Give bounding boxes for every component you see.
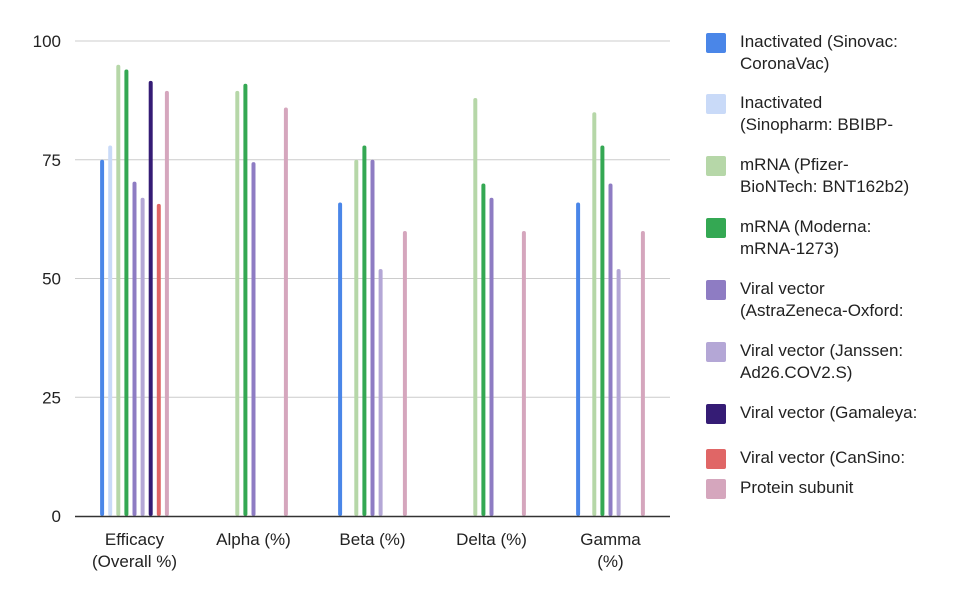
legend-item[interactable]: Protein subunit xyxy=(706,477,960,499)
legend-label: Inactivated (Sinopharm: BBIBP- xyxy=(740,92,960,136)
y-axis-ticks: 0 25 50 75 100 xyxy=(33,32,61,526)
legend-item[interactable]: Viral vector (Gamaleya: xyxy=(706,402,960,424)
bar xyxy=(108,145,113,516)
x-category-label: Efficacy xyxy=(105,530,165,549)
legend-swatch xyxy=(706,94,726,114)
bar xyxy=(473,98,478,516)
legend-swatch xyxy=(706,342,726,362)
bar xyxy=(132,181,137,516)
legend-swatch xyxy=(706,479,726,499)
legend-label: mRNA (Moderna: mRNA-1273) xyxy=(740,216,960,260)
bar xyxy=(592,112,597,516)
y-tick-label: 100 xyxy=(33,32,61,51)
legend-item[interactable]: Inactivated (Sinovac: CoronaVac) xyxy=(706,31,960,75)
legend-label: Inactivated (Sinovac: CoronaVac) xyxy=(740,31,960,75)
bar xyxy=(370,159,375,516)
bar xyxy=(338,202,343,516)
y-tick-label: 75 xyxy=(42,151,61,170)
bar xyxy=(600,145,605,516)
bar xyxy=(640,231,645,516)
bar xyxy=(489,197,494,516)
legend-label-line: CoronaVac) xyxy=(740,54,830,73)
bar xyxy=(124,69,129,516)
bar xyxy=(362,145,367,516)
legend-label-line: Viral vector xyxy=(740,279,825,298)
y-tick-label: 25 xyxy=(42,388,61,407)
legend-item[interactable]: Viral vector (Janssen: Ad26.COV2.S) xyxy=(706,340,960,384)
bar xyxy=(140,197,145,516)
legend-swatch xyxy=(706,404,726,424)
legend-label: mRNA (Pfizer- BioNTech: BNT162b2) xyxy=(740,154,960,198)
bars xyxy=(100,64,645,517)
legend-label-line: Protein subunit xyxy=(740,478,854,497)
bar xyxy=(481,183,486,516)
legend-label: Viral vector (Janssen: Ad26.COV2.S) xyxy=(740,340,960,384)
legend-item[interactable]: Viral vector (CanSino: xyxy=(706,447,960,469)
legend-label-line: Viral vector (Janssen: xyxy=(740,341,904,360)
legend-label-line: Viral vector (Gamaleya: xyxy=(740,403,918,422)
legend-label-line: BioNTech: BNT162b2) xyxy=(740,177,910,196)
x-category-label: (Overall %) xyxy=(92,552,177,571)
legend-label-line: Inactivated (Sinovac: xyxy=(740,32,898,51)
x-category-label: Beta (%) xyxy=(339,530,405,549)
x-category-label: Alpha (%) xyxy=(216,530,291,549)
legend-swatch xyxy=(706,280,726,300)
bar xyxy=(576,202,581,516)
y-tick-label: 50 xyxy=(42,270,61,289)
bar xyxy=(156,203,161,517)
legend-label: Protein subunit xyxy=(740,477,960,499)
x-category-label: (%) xyxy=(597,552,623,571)
x-category-label: Gamma xyxy=(580,530,641,549)
bar xyxy=(148,80,153,517)
bar xyxy=(243,83,248,516)
legend-label-line: mRNA (Moderna: xyxy=(740,217,872,236)
bar xyxy=(521,231,526,516)
bar xyxy=(116,64,121,516)
y-tick-label: 0 xyxy=(52,507,61,526)
legend-label-line: Ad26.COV2.S) xyxy=(740,363,853,382)
legend-item[interactable]: Inactivated (Sinopharm: BBIBP- xyxy=(706,92,960,136)
legend-label-line: mRNA-1273) xyxy=(740,239,840,258)
legend-label-line: (AstraZeneca-Oxford: xyxy=(740,301,904,320)
legend-label-line: (Sinopharm: BBIBP- xyxy=(740,115,894,134)
legend-item[interactable]: Viral vector (AstraZeneca-Oxford: xyxy=(706,278,960,322)
legend-item[interactable]: mRNA (Moderna: mRNA-1273) xyxy=(706,216,960,260)
legend-label-line: Inactivated xyxy=(740,93,823,112)
legend-label: Viral vector (CanSino: xyxy=(740,447,960,469)
bar xyxy=(378,269,383,516)
legend-label: Viral vector (AstraZeneca-Oxford: xyxy=(740,278,960,322)
bar xyxy=(251,162,256,516)
legend-label-line: Viral vector (CanSino: xyxy=(740,448,906,467)
legend-label-line: mRNA (Pfizer- xyxy=(740,155,849,174)
bar xyxy=(283,107,288,516)
legend-swatch xyxy=(706,449,726,469)
legend-label: Viral vector (Gamaleya: xyxy=(740,402,960,424)
bar xyxy=(100,159,105,516)
x-axis-labels: Efficacy (Overall %) Alpha (%) Beta (%) Delt… xyxy=(92,530,641,571)
legend-item[interactable]: mRNA (Pfizer- BioNTech: BNT162b2) xyxy=(706,154,960,198)
bar xyxy=(354,159,359,516)
x-category-label: Delta (%) xyxy=(456,530,527,549)
bar xyxy=(402,231,407,516)
legend-swatch xyxy=(706,156,726,176)
bar xyxy=(164,90,169,516)
legend-swatch xyxy=(706,33,726,53)
legend-swatch xyxy=(706,218,726,238)
bar xyxy=(235,90,240,516)
bar xyxy=(616,269,621,516)
bar xyxy=(608,183,613,516)
